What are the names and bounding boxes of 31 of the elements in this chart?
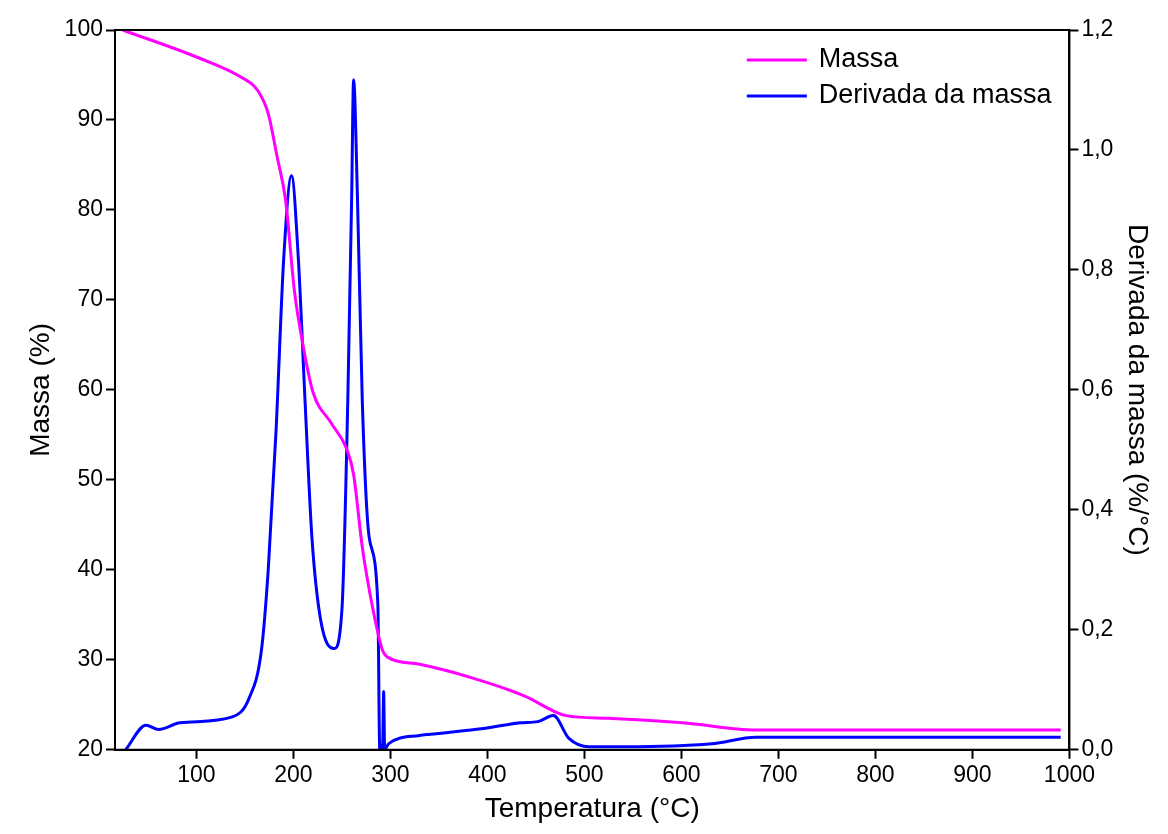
y-tick-label: 80 [77,195,103,222]
x-tick-label: 500 [565,760,604,787]
x-axis-title: Temperatura (°C) [484,791,700,823]
y-tick-label: 30 [77,645,103,672]
x-tick-label: 100 [177,760,216,787]
y-tick-label: 20 [77,735,103,762]
x-tick-label: 300 [371,760,410,787]
y-tick-label: 60 [77,375,103,402]
x-tick-label: 400 [468,760,507,787]
x-tick-label: 200 [274,760,313,787]
y-tick-label: 90 [77,105,103,132]
legend-label: Derivada da massa [818,79,1053,110]
x-tick-label: 700 [759,760,798,787]
y-tick-label: 40 [77,555,103,582]
y2-tick-label: 0,6 [1081,375,1114,402]
y2-tick-label: 1,0 [1081,135,1114,162]
y2-tick-label: 0,4 [1081,495,1114,522]
x-tick-label: 600 [662,760,701,787]
y2-tick-label: 0,0 [1081,735,1114,762]
y2-tick-label: 0,2 [1081,615,1114,642]
y-tick-label: 50 [77,465,103,492]
y-axis-title: Massa (%) [23,323,55,457]
legend-label: Massa [818,43,900,74]
y-tick-label: 70 [77,285,103,312]
y2-tick-label: 1,2 [1081,15,1114,42]
y-tick-label: 100 [64,15,103,42]
y2-tick-label: 0,8 [1081,255,1114,282]
x-tick-label: 900 [953,760,992,787]
x-tick-label: 1000 [1043,760,1096,787]
x-tick-label: 800 [856,760,895,787]
y2-axis-title: Derivada da massa (%/°C) [1123,224,1155,556]
